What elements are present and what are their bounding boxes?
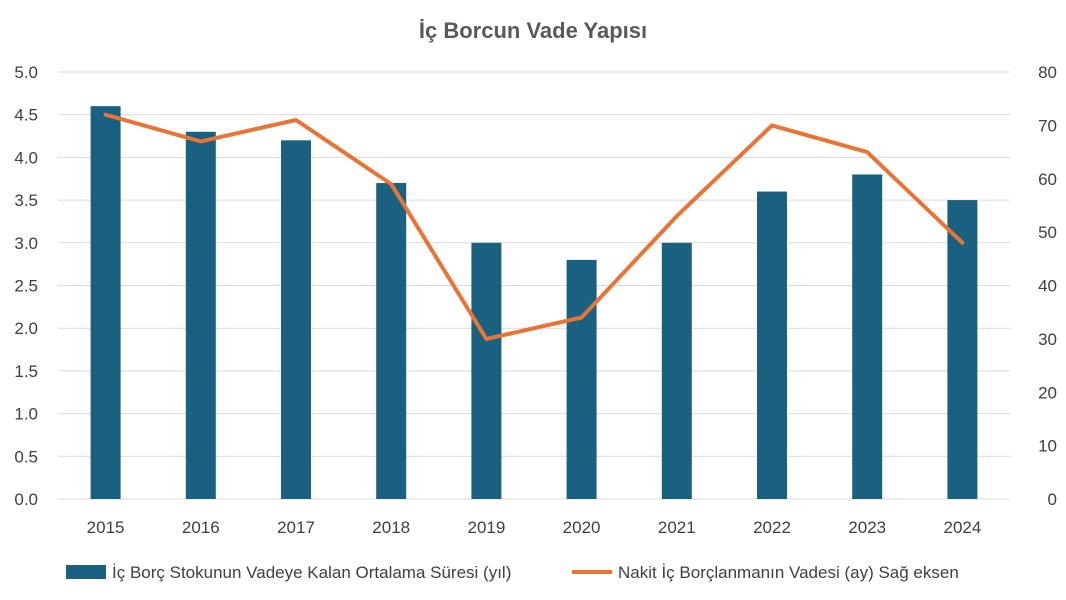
y-left-tick-label: 1.5: [14, 362, 38, 381]
y-left-tick-label: 3.5: [14, 191, 38, 210]
x-tick-label: 2017: [277, 518, 315, 537]
y-right-tick-label: 80: [1038, 63, 1057, 82]
y-right-tick-label: 20: [1038, 383, 1057, 402]
y-right-tick-label: 70: [1038, 116, 1057, 135]
x-tick-label: 2020: [563, 518, 601, 537]
bar: [281, 140, 311, 499]
y-left-tick-label: 0.0: [14, 490, 38, 509]
bar: [90, 106, 121, 499]
y-left-tick-label: 1.0: [14, 405, 38, 424]
y-right-tick-label: 0: [1048, 490, 1057, 509]
x-tick-label: 2021: [658, 518, 696, 537]
y-left-tick-label: 5.0: [14, 63, 38, 82]
x-tick-label: 2019: [467, 518, 505, 537]
right-axis-ticks: 0 10 20 30 40 50 60 70 80: [1038, 63, 1057, 509]
y-left-tick-label: 3.0: [14, 234, 38, 253]
chart-title: İç Borcun Vade Yapısı: [419, 18, 647, 43]
legend: İç Borç Stokunun Vadeye Kalan Ortalama S…: [66, 563, 959, 582]
y-left-tick-label: 0.5: [14, 447, 38, 466]
series-line: [103, 112, 965, 341]
y-left-tick-label: 2.0: [14, 319, 38, 338]
bar: [661, 242, 692, 500]
y-right-tick-label: 10: [1038, 437, 1057, 456]
legend-line-label: Nakit İç Borçlanmanın Vadesi (ay) Sağ ek…: [618, 563, 959, 582]
line-series: [103, 112, 965, 341]
bar: [185, 131, 216, 499]
x-tick-label: 2023: [848, 518, 886, 537]
y-left-tick-label: 4.5: [14, 106, 38, 125]
bar-series: [90, 106, 978, 500]
x-tick-label: 2016: [182, 518, 220, 537]
x-axis-ticks: 2015 2016 2017 2018 2019 2020 2021 2022 2023 2024: [87, 518, 982, 537]
y-right-tick-label: 40: [1038, 277, 1057, 296]
legend-bar-swatch: [66, 565, 106, 579]
left-axis-ticks: 0.0 0.5 1.0 1.5 2.0 2.5 3.0 3.5 4.0 4.5 5.0: [14, 63, 38, 509]
bar: [376, 183, 407, 499]
y-right-tick-label: 60: [1038, 170, 1057, 189]
bar: [852, 174, 883, 500]
x-tick-label: 2022: [753, 518, 791, 537]
y-right-tick-label: 50: [1038, 223, 1057, 242]
y-left-tick-label: 4.0: [14, 148, 38, 167]
bar: [757, 191, 787, 499]
legend-bar-label: İç Borç Stokunun Vadeye Kalan Ortalama S…: [112, 563, 511, 582]
bar: [947, 200, 978, 499]
y-right-tick-label: 30: [1038, 330, 1057, 349]
y-left-tick-label: 2.5: [14, 277, 38, 296]
x-tick-label: 2015: [87, 518, 125, 537]
bar: [566, 259, 597, 499]
bar: [471, 242, 502, 500]
x-tick-label: 2024: [943, 518, 981, 537]
x-tick-label: 2018: [372, 518, 410, 537]
